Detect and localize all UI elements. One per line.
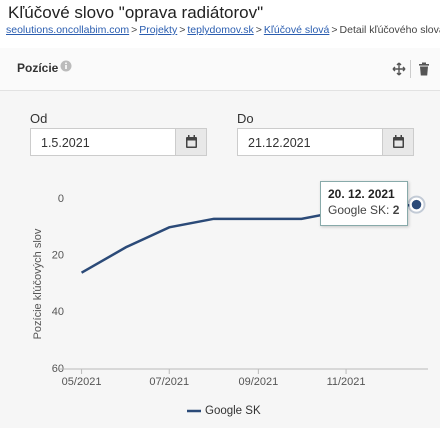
divider	[410, 60, 411, 78]
hover-halo	[407, 195, 426, 214]
y-tick-label: 0	[58, 193, 64, 205]
tooltip: 20. 12. 2021 Google SK: 2	[320, 181, 408, 226]
breadcrumb-separator: >	[255, 24, 262, 36]
tooltip-title: 20. 12. 2021	[328, 187, 395, 201]
tooltip-value: 2	[392, 203, 400, 217]
breadcrumb-item[interactable]: Kľúčové slová	[263, 24, 330, 36]
from-calendar-button[interactable]	[175, 128, 207, 156]
hover-marker	[409, 197, 424, 212]
x-tick-label: 07/2021	[149, 376, 189, 388]
tooltip-label: Google SK:	[328, 203, 390, 217]
y-tick-label: 60	[52, 363, 64, 375]
info-icon[interactable]	[60, 60, 72, 72]
calendar-icon	[393, 135, 404, 148]
to-label: Do	[237, 111, 254, 126]
y-axis-label: Pozície kľúčových slov	[32, 228, 44, 339]
to-input[interactable]: 21.12.2021	[237, 128, 383, 156]
calendar-icon	[186, 135, 197, 148]
breadcrumb-item[interactable]: Projekty	[139, 24, 178, 36]
from-label: Od	[30, 111, 48, 126]
breadcrumb-separator: >	[131, 24, 138, 36]
x-tick-label: 09/2021	[238, 376, 278, 388]
breadcrumb-item: Detail kľúčového slova	[339, 24, 440, 36]
breadcrumb-separator: >	[179, 24, 186, 36]
from-input[interactable]: 1.5.2021	[30, 128, 176, 156]
y-tick-label: 20	[52, 250, 64, 262]
x-tick-label: 11/2021	[327, 376, 366, 388]
panel-title: Pozície	[17, 61, 59, 75]
breadcrumb-item[interactable]: teplydomov.sk	[187, 24, 254, 36]
page-title: Kľúčové slovo "oprava radiátorov"	[8, 3, 264, 22]
breadcrumb-item[interactable]: seolutions.oncollabim.com	[6, 24, 130, 36]
breadcrumb: seolutions.oncollabim.com > Projekty > teply…	[6, 24, 440, 36]
to-calendar-button[interactable]	[382, 128, 414, 156]
y-tick-label: 40	[52, 306, 64, 318]
breadcrumb-separator: >	[331, 24, 338, 36]
panel	[0, 48, 440, 428]
move-icon[interactable]	[392, 62, 406, 76]
x-tick-label: 05/2021	[62, 376, 102, 388]
delete-icon[interactable]	[418, 62, 430, 76]
panel-header	[0, 48, 440, 91]
legend-label: Google SK	[205, 405, 261, 417]
